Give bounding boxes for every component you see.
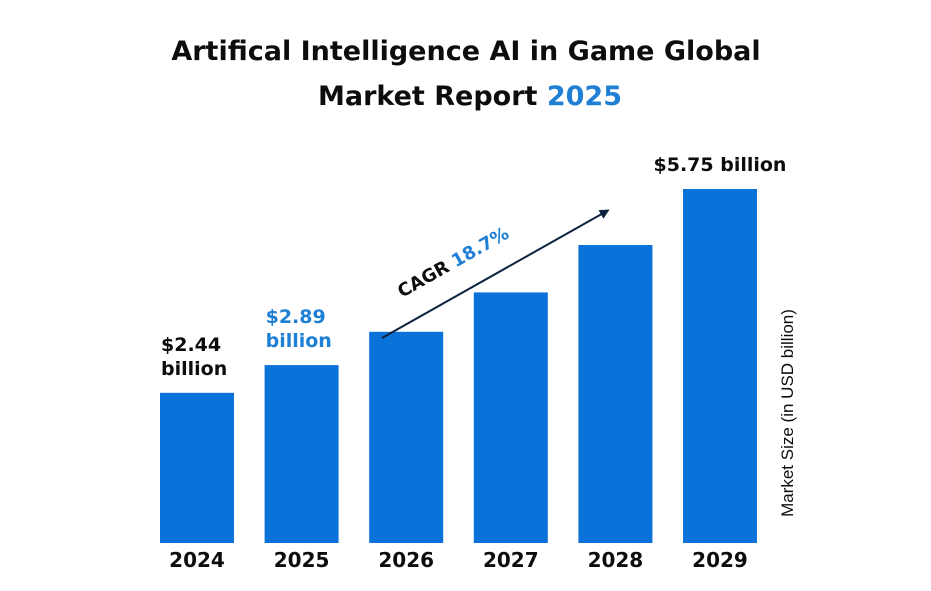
x-tick-label: 2024 — [169, 548, 225, 572]
x-tick-label: 2026 — [378, 548, 434, 572]
chart-title-year: 2025 — [547, 81, 622, 112]
chart-title-line-2: Market Report 2025 — [318, 81, 622, 112]
bar-2026 — [369, 331, 444, 543]
y-axis-label: Market Size (in USD billion) — [778, 309, 797, 517]
bar-2029 — [683, 189, 757, 543]
x-tick-label: 2027 — [483, 548, 539, 572]
bar-2028 — [578, 245, 653, 543]
bar-series — [160, 189, 757, 543]
data-label: $5.75 billion — [654, 154, 787, 176]
bar-2025 — [264, 365, 339, 543]
data-label: $2.89 — [266, 306, 326, 328]
chart-title-text: Market Report — [318, 81, 547, 112]
cagr-arrow — [381, 209, 610, 339]
data-label: billion — [161, 358, 227, 380]
bar-2024 — [160, 392, 234, 543]
cagr-value: 18.7% — [448, 223, 513, 272]
x-tick-label: 2028 — [588, 548, 644, 572]
data-label: billion — [266, 330, 332, 352]
bar-2027 — [473, 292, 548, 543]
x-tick-label: 2029 — [692, 548, 748, 572]
data-label: $2.44 — [161, 334, 221, 356]
x-axis-ticks: 2024 2025 2026 2027 2028 2029 — [169, 548, 748, 572]
cagr-annotation: CAGR18.7% — [394, 223, 513, 302]
cagr-label: CAGR — [394, 257, 453, 303]
chart-title-line-1: Artifical Intelligence AI in Game Global — [171, 36, 760, 67]
x-tick-label: 2025 — [274, 548, 330, 572]
